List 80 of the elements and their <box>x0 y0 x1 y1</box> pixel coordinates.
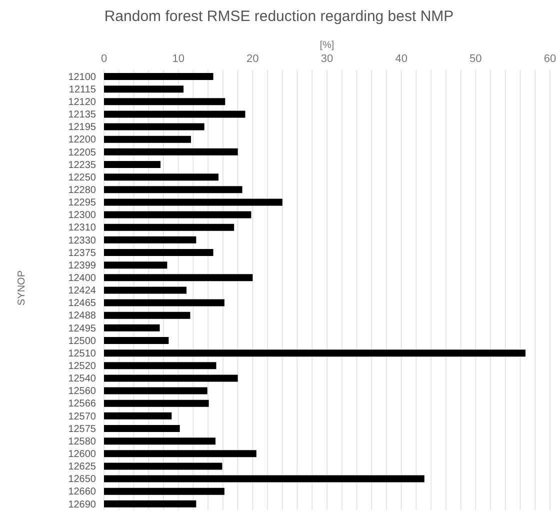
y-tick-label: 12625 <box>68 462 96 473</box>
bar <box>104 224 234 231</box>
bar <box>104 438 216 445</box>
y-tick-label: 12600 <box>68 448 96 460</box>
bar <box>104 123 204 130</box>
bar <box>104 136 191 143</box>
y-tick-label: 12235 <box>68 160 96 171</box>
bar <box>104 488 224 495</box>
bar <box>104 425 180 432</box>
bar <box>104 148 238 156</box>
bar <box>104 374 238 382</box>
bar <box>104 73 214 80</box>
y-tick-label: 12580 <box>68 436 96 448</box>
bar <box>104 387 208 394</box>
bar <box>104 249 214 256</box>
bar <box>104 174 218 181</box>
y-tick-label: 12115 <box>68 84 96 96</box>
x-tick-label: 30 <box>320 53 334 65</box>
bar <box>104 262 168 269</box>
y-tick-label: 12510 <box>68 348 96 360</box>
y-tick-label: 12205 <box>68 147 96 158</box>
y-tick-label: 12195 <box>68 122 96 134</box>
bar <box>104 350 526 357</box>
y-tick-label: 12488 <box>68 310 96 322</box>
bar <box>104 110 246 118</box>
y-tick-label: 12424 <box>68 286 96 297</box>
bar <box>104 500 196 508</box>
y-tick-label: 12100 <box>68 72 96 83</box>
y-tick-label: 12560 <box>68 386 96 398</box>
bar <box>104 236 196 244</box>
bar <box>104 475 424 482</box>
bar <box>104 98 226 106</box>
bar <box>104 198 282 206</box>
bar <box>104 324 160 332</box>
x-tick-label: 20 <box>246 53 259 65</box>
y-tick-label: 12575 <box>68 424 96 435</box>
y-tick-label: 12375 <box>68 248 96 259</box>
bar <box>104 462 222 470</box>
y-tick-label: 12540 <box>68 374 96 385</box>
bar <box>104 86 184 93</box>
bar <box>104 161 160 168</box>
y-tick-label: 12280 <box>68 184 96 196</box>
x-tick-label: 0 <box>100 53 108 65</box>
y-tick-label: 12295 <box>68 198 96 209</box>
y-tick-label: 12660 <box>68 486 96 498</box>
y-tick-label: 12200 <box>68 134 96 146</box>
y-tick-label: 12330 <box>68 235 96 246</box>
y-tick-label: 12135 <box>68 110 96 121</box>
x-tick-label: 50 <box>470 53 482 65</box>
y-tick-label: 12250 <box>68 172 96 184</box>
y-tick-label: 12570 <box>68 411 96 422</box>
bar <box>104 186 242 194</box>
y-tick-label: 12500 <box>68 336 96 347</box>
y-tick-label: 12520 <box>68 360 96 372</box>
y-tick-label: 12310 <box>68 222 96 234</box>
bar <box>104 400 209 407</box>
bar <box>104 286 187 294</box>
x-tick-label: 60 <box>544 53 556 65</box>
y-tick-label: 12300 <box>68 210 96 222</box>
y-tick-label: 12400 <box>68 272 96 284</box>
y-tick-label: 12495 <box>68 323 96 334</box>
y-tick-label: 12566 <box>68 398 96 410</box>
y-tick-label: 12399 <box>68 260 96 272</box>
bar <box>104 412 172 420</box>
x-tick-label: 40 <box>395 53 408 65</box>
bar <box>104 299 224 306</box>
bar <box>104 337 169 344</box>
y-tick-label: 12690 <box>68 499 96 510</box>
bar <box>104 211 252 218</box>
y-tick-label: 12120 <box>68 96 96 108</box>
bar <box>104 312 190 319</box>
bar <box>104 450 256 458</box>
x-tick-label: 10 <box>172 53 184 65</box>
chart-title: Random forest RMSE reduction regarding best NMP <box>103 8 455 25</box>
y-tick-label: 12465 <box>68 298 96 310</box>
bar <box>104 362 216 370</box>
y-tick-label: 12650 <box>68 474 96 486</box>
bar <box>104 274 253 282</box>
y-axis-title: SYNOP <box>16 270 28 306</box>
x-axis-title: [%] <box>318 40 336 51</box>
